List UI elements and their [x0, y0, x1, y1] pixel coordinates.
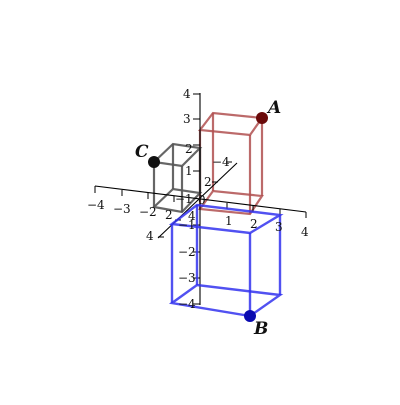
z-tick-label: −1 [178, 218, 196, 232]
x-tick-label: 4 [301, 225, 309, 239]
point-a-marker [256, 112, 268, 124]
points: A B C [135, 98, 281, 339]
z-tick-label: 4 [183, 87, 191, 101]
y-tick-label: −4 [212, 155, 230, 169]
point-c-marker [148, 156, 160, 168]
z-tick-label: 1 [185, 164, 193, 178]
x-tick-label: 0 [198, 193, 206, 207]
x-tick-label: −4 [87, 198, 105, 212]
y-tick-labels: −4 2 4 [146, 155, 230, 243]
z-tick-labels: 4 3 2 1 −1 −2 −3 −4 [178, 87, 196, 311]
point-c-label: C [135, 142, 149, 162]
point-b-marker [244, 310, 256, 322]
z-tick-label: −2 [178, 245, 196, 259]
x-axis-ticks [94, 186, 307, 218]
point-b-label: B [253, 319, 268, 339]
z-tick-label: 2 [185, 142, 193, 156]
z-tick-label: 3 [183, 112, 191, 126]
x-tick-label: −1 [175, 192, 193, 206]
x-tick-label: 1 [225, 214, 233, 228]
x-tick-label: −3 [113, 202, 131, 216]
box-blue [168, 203, 284, 318]
z-tick-label: −4 [178, 297, 196, 311]
x-tick-label: 2 [250, 217, 258, 231]
depth-tick-labels: 2 4 [165, 208, 196, 223]
y-tick-label: 4 [146, 229, 154, 243]
depth-tick-label: 4 [188, 209, 196, 223]
depth-tick-label: 2 [165, 208, 173, 222]
point-a-label: A [266, 98, 281, 118]
x-tick-label: −2 [139, 205, 157, 219]
z-tick-label: −3 [178, 271, 196, 285]
x-tick-labels: −4 −3 −2 −1 0 1 2 3 4 [87, 192, 309, 239]
box-red [197, 111, 264, 216]
y-tick-label: 2 [204, 175, 212, 189]
x-tick-label: 3 [275, 220, 283, 234]
